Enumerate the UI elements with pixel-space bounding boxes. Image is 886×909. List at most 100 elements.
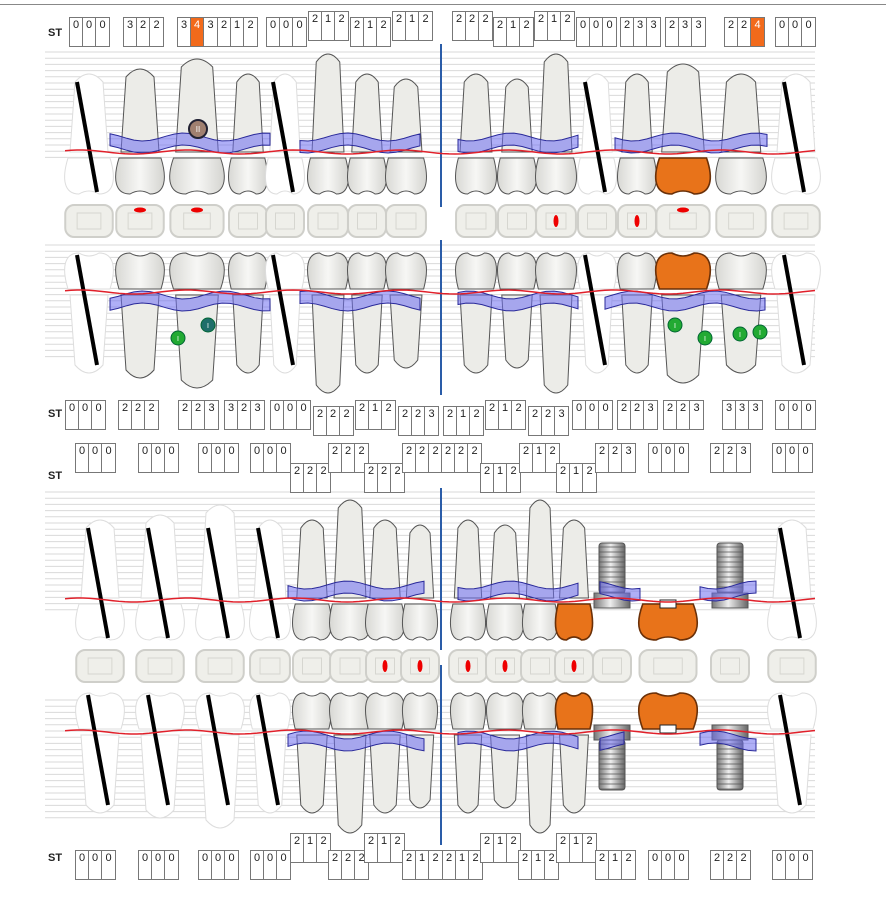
probing-depth-value[interactable]: 2 bbox=[666, 18, 680, 46]
probing-depth-value[interactable]: 0 bbox=[152, 851, 166, 879]
probing-depth-value[interactable]: 0 bbox=[280, 445, 287, 457]
probing-depth-value[interactable]: 0 bbox=[89, 444, 103, 472]
probing-depth-value[interactable]: 2 bbox=[473, 408, 480, 420]
probing-depth-value[interactable]: 1 bbox=[570, 464, 584, 492]
probing-depth-value[interactable]: 0 bbox=[199, 444, 213, 472]
probing-depth-value[interactable]: 2 bbox=[192, 401, 206, 429]
probing-depth-value[interactable]: 3 bbox=[124, 18, 138, 46]
probing-depth-value[interactable]: 0 bbox=[649, 851, 663, 879]
probing-depth-value[interactable]: 2 bbox=[365, 464, 379, 492]
probing-depth-value[interactable]: 2 bbox=[179, 401, 193, 429]
probing-depth-value[interactable]: 1 bbox=[609, 851, 623, 879]
probing-depth-value[interactable]: 3 bbox=[647, 402, 654, 414]
probing-depth-value[interactable]: 2 bbox=[320, 465, 327, 477]
probing-depth-value[interactable]: 2 bbox=[394, 835, 401, 847]
probing-depth-value[interactable]: 2 bbox=[412, 407, 426, 435]
probing-depth-value[interactable]: 0 bbox=[139, 851, 153, 879]
probing-depth-value[interactable]: 2 bbox=[520, 444, 534, 472]
probing-depth-value[interactable]: 1 bbox=[548, 12, 562, 40]
probing-depth-value[interactable]: 2 bbox=[314, 407, 328, 435]
probing-depth-value[interactable]: 0 bbox=[602, 402, 609, 414]
probing-depth-value[interactable]: 2 bbox=[515, 402, 522, 414]
probing-depth-value[interactable]: 2 bbox=[444, 407, 458, 435]
probing-depth-value[interactable]: 2 bbox=[393, 12, 407, 40]
probing-depth-value[interactable]: 0 bbox=[776, 401, 790, 429]
probing-depth-value[interactable]: 0 bbox=[212, 851, 226, 879]
probing-depth-value[interactable]: 2 bbox=[740, 852, 747, 864]
probing-depth-value[interactable]: 2 bbox=[403, 444, 417, 472]
probing-depth-value[interactable]: 0 bbox=[228, 852, 235, 864]
probing-depth-value[interactable]: 3 bbox=[428, 408, 435, 420]
probing-depth-value[interactable]: 2 bbox=[535, 12, 549, 40]
probing-depth-value[interactable]: 2 bbox=[351, 18, 365, 46]
probing-depth-value[interactable]: 2 bbox=[422, 13, 429, 25]
probing-depth-value[interactable]: 1 bbox=[494, 834, 508, 862]
probing-depth-value[interactable]: 2 bbox=[380, 19, 387, 31]
probing-depth-value[interactable]: 0 bbox=[573, 401, 587, 429]
probing-depth-value[interactable]: 0 bbox=[678, 852, 685, 864]
probing-depth-value[interactable]: 2 bbox=[494, 18, 508, 46]
probing-depth-value[interactable]: 2 bbox=[472, 852, 479, 864]
probing-depth-value[interactable]: 0 bbox=[76, 444, 90, 472]
probing-depth-value[interactable]: 3 bbox=[679, 18, 693, 46]
probing-depth-value[interactable]: 2 bbox=[523, 19, 530, 31]
probing-depth-value[interactable]: 2 bbox=[510, 465, 517, 477]
probing-depth-value[interactable]: 2 bbox=[309, 12, 323, 40]
probing-depth-value[interactable]: 2 bbox=[664, 401, 678, 429]
probing-depth-value[interactable]: 0 bbox=[99, 19, 106, 31]
probing-depth-value[interactable]: 2 bbox=[432, 445, 439, 457]
probing-depth-value[interactable]: 2 bbox=[385, 402, 392, 414]
probing-depth-value[interactable]: 1 bbox=[457, 407, 471, 435]
probing-depth-value[interactable]: 0 bbox=[212, 444, 226, 472]
probing-depth-value[interactable]: 2 bbox=[365, 834, 379, 862]
probing-depth-value[interactable]: 2 bbox=[291, 834, 305, 862]
probing-depth-value[interactable]: 1 bbox=[304, 834, 318, 862]
probing-depth-value[interactable]: 0 bbox=[802, 852, 809, 864]
probing-depth-value[interactable]: 2 bbox=[618, 401, 632, 429]
probing-depth-value[interactable]: 0 bbox=[296, 19, 303, 31]
probing-depth-value[interactable]: 0 bbox=[590, 18, 604, 46]
probing-depth-value[interactable]: 3 bbox=[752, 402, 759, 414]
probing-depth-value[interactable]: 3 bbox=[207, 19, 214, 31]
probing-depth-value[interactable]: 2 bbox=[453, 12, 467, 40]
probing-depth-value[interactable]: 3 bbox=[634, 18, 648, 46]
probing-depth-value[interactable]: 0 bbox=[606, 19, 613, 31]
probing-depth-value[interactable]: 0 bbox=[284, 401, 298, 429]
probing-depth-value[interactable]: 2 bbox=[119, 401, 133, 429]
probing-depth-value[interactable]: 0 bbox=[789, 401, 803, 429]
probing-depth-value[interactable]: 3 bbox=[225, 401, 239, 429]
probing-depth-value[interactable]: 0 bbox=[251, 851, 265, 879]
probing-depth-value[interactable]: 2 bbox=[247, 19, 254, 31]
probing-depth-value[interactable]: 1 bbox=[533, 444, 547, 472]
probing-depth-value[interactable]: 2 bbox=[481, 834, 495, 862]
probing-depth-value[interactable]: 1 bbox=[532, 851, 546, 879]
probing-depth-value[interactable]: 0 bbox=[280, 852, 287, 864]
probing-depth-value[interactable]: 1 bbox=[570, 834, 584, 862]
